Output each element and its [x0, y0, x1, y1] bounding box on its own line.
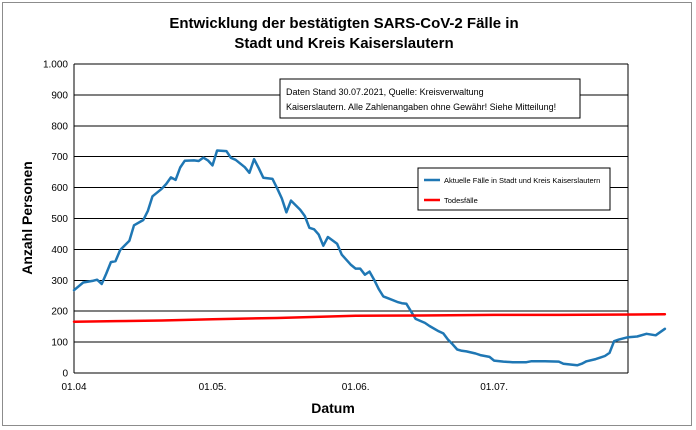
y-tick-label: 400: [51, 245, 68, 256]
y-axis-ticks: 0 100 200 300 400 500 600 700 800 900 1.000: [43, 60, 68, 380]
annotation-line-2: Kaiserslautern. Alle Zahlenangaben ohne …: [286, 102, 556, 112]
legend-label-deaths: Todesfälle: [444, 196, 478, 205]
y-tick-label: 700: [51, 152, 68, 163]
y-tick-label: 600: [51, 183, 68, 194]
annotation-line-1: Daten Stand 30.07.2021, Quelle: Kreisver…: [286, 87, 484, 97]
x-tick-label: 01.04: [61, 382, 86, 393]
y-tick-label: 1.000: [43, 60, 68, 71]
x-tick-label: 01.07.: [480, 382, 508, 393]
y-tick-label: 900: [51, 90, 68, 101]
x-tick-label: 01.05.: [199, 382, 227, 393]
y-tick-label: 0: [62, 369, 68, 380]
chart-frame: [2, 2, 692, 426]
series-line-deaths: [72, 313, 667, 323]
series-line-cases: [72, 149, 667, 367]
legend-label-cases: Aktuelle Fälle in Stadt und Kreis Kaiser…: [444, 176, 600, 185]
y-tick-label: 300: [51, 276, 68, 287]
legend: Aktuelle Fälle in Stadt und Kreis Kaiser…: [417, 167, 611, 211]
y-tick-label: 100: [51, 338, 68, 349]
annotation-box: Daten Stand 30.07.2021, Quelle: Kreisver…: [279, 78, 581, 119]
y-axis-title: Anzahl Personen: [19, 161, 35, 275]
y-tick-label: 800: [51, 121, 68, 132]
x-axis-ticks: 01.04 01.05. 01.06. 01.07.: [61, 382, 508, 393]
y-tick-label: 500: [51, 214, 68, 225]
x-tick-label: 01.06.: [342, 382, 370, 393]
chart-title-line-1: Entwicklung der bestätigten SARS-CoV-2 F…: [169, 15, 518, 32]
x-axis-title: Datum: [311, 400, 355, 416]
y-tick-label: 200: [51, 307, 68, 318]
chart-title-line-2: Stadt und Kreis Kaiserslautern: [234, 35, 453, 52]
series: [72, 149, 667, 367]
